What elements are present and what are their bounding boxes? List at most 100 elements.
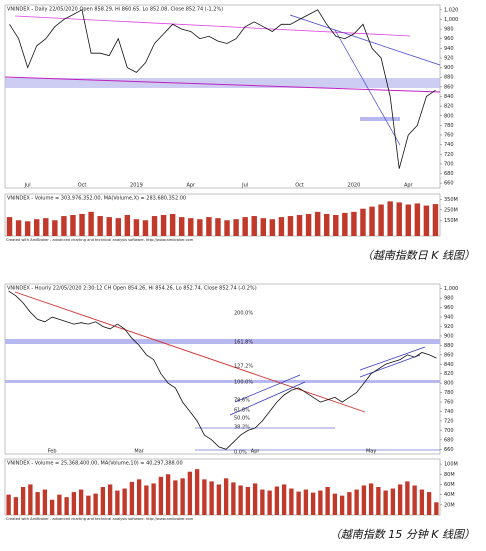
- volume-bar: [173, 480, 178, 515]
- volume-bar: [209, 481, 214, 515]
- volume-bar: [202, 479, 207, 515]
- volume-bar: [115, 490, 120, 515]
- volume-bar: [397, 484, 403, 515]
- volume-bar: [376, 487, 381, 515]
- volume-bar: [324, 213, 330, 236]
- y-tick-label: 80M: [444, 472, 455, 478]
- volume-bar: [142, 220, 149, 236]
- volume-bar: [100, 487, 106, 515]
- trend-line: [14, 291, 366, 413]
- volume-bar: [35, 492, 40, 515]
- volume-bar: [423, 205, 430, 236]
- x-tick-label: Jul: [24, 183, 31, 189]
- caption: （越南指数日 K 线图）: [362, 249, 475, 262]
- volume-bar: [179, 217, 185, 236]
- volume-bar: [361, 485, 367, 515]
- volume-bar: [144, 485, 149, 515]
- resistance-zone: [5, 78, 440, 88]
- y-tick-label: 900: [444, 65, 454, 71]
- volume-bar: [188, 218, 194, 236]
- volume-bar: [303, 489, 309, 515]
- y-tick-label: 980: [444, 27, 454, 33]
- trend-line: [334, 29, 401, 146]
- y-tick-label: 760: [444, 133, 454, 139]
- volume-bar: [318, 490, 323, 515]
- y-tick-label: 860: [444, 352, 454, 358]
- y-tick-label: 880: [444, 343, 454, 349]
- volume-bar: [97, 216, 103, 236]
- fib-label: 50.0%: [234, 416, 250, 422]
- volume-bar: [28, 484, 33, 515]
- fib-label: 78.6%: [234, 398, 250, 404]
- volume-bar: [78, 489, 84, 515]
- volume-bar: [180, 478, 185, 515]
- volume-bar: [71, 492, 77, 515]
- volume-bar: [354, 489, 359, 515]
- volume-bar: [333, 215, 339, 236]
- volume-bar: [93, 493, 98, 515]
- y-tick-label: 660: [444, 447, 454, 453]
- volume-bar: [165, 474, 171, 515]
- price-line: [9, 9, 436, 169]
- volume-bar: [369, 206, 375, 236]
- volume-bar: [86, 495, 91, 515]
- x-tick-label: Oct: [295, 183, 304, 189]
- volume-bar: [122, 488, 127, 515]
- trend-line: [14, 15, 411, 37]
- volume-bar: [242, 217, 248, 236]
- volume-bar: [206, 217, 212, 236]
- y-tick-label: 250M: [444, 207, 458, 213]
- x-tick-label: May: [366, 449, 376, 455]
- volume-bar: [419, 489, 425, 515]
- trend-line: [4, 76, 441, 93]
- price-panel: [4, 4, 441, 189]
- volume-bar: [129, 481, 135, 515]
- volume-bar: [387, 201, 393, 236]
- support-zone: [5, 380, 440, 383]
- fib-levels: 200.0% 161.8% 127.2% 100.0% 78.6% 61.8% …: [195, 311, 440, 456]
- volume-bar: [20, 487, 26, 515]
- x-tick-label: Oct: [78, 183, 87, 189]
- y-tick-label: 980: [444, 296, 454, 302]
- y-tick-label: 840: [444, 362, 454, 368]
- volume-bar: [351, 211, 357, 236]
- caption: （越南指数 15 分钟 K 线图）: [330, 528, 475, 541]
- volume-bar: [187, 471, 193, 515]
- volume-bar: [49, 499, 55, 515]
- volume-bar: [267, 490, 272, 515]
- y-tick-label: 820: [444, 371, 454, 377]
- y-tick-label: 740: [444, 142, 454, 148]
- fib-label: 127.2%: [234, 364, 253, 370]
- volume-bar: [24, 221, 31, 236]
- y-tick-label: 800: [444, 381, 454, 387]
- volume-bar: [13, 497, 19, 515]
- volume-bar: [215, 218, 221, 236]
- y-tick-label: 1,020: [444, 7, 458, 13]
- fib-label: 200.0%: [234, 311, 253, 317]
- volume-bar: [197, 219, 203, 236]
- y-tick-label: 1,000: [444, 286, 458, 292]
- y-tick-label: 150M: [444, 218, 458, 224]
- volume-bar: [79, 213, 85, 236]
- chart-header: VNINDEX - Hourly 22/05/2020 2:30:12 CH O…: [7, 286, 257, 292]
- y-tick-label: 860: [444, 84, 454, 90]
- volume-bar: [296, 491, 301, 515]
- volume-bar: [106, 217, 112, 236]
- x-tick-label: Apr: [251, 449, 261, 455]
- y-tick-label: 840: [444, 94, 454, 100]
- y-tick-label: 740: [444, 409, 454, 415]
- y-tick-label: 100M: [444, 462, 458, 468]
- volume-bar: [287, 216, 294, 236]
- channel-line: [359, 354, 421, 378]
- volume-bar: [310, 492, 316, 515]
- volume-bar: [252, 483, 258, 515]
- chart-header: VNINDEX - Daily 22/05/2020 Open 858.29, …: [7, 7, 223, 13]
- volume-bar: [278, 217, 285, 236]
- volume-bar: [61, 216, 67, 236]
- resistance-zone: [5, 339, 440, 344]
- volume-bar: [223, 478, 229, 515]
- volume-bar: [426, 492, 432, 515]
- x-tick-label: 2020: [348, 183, 361, 189]
